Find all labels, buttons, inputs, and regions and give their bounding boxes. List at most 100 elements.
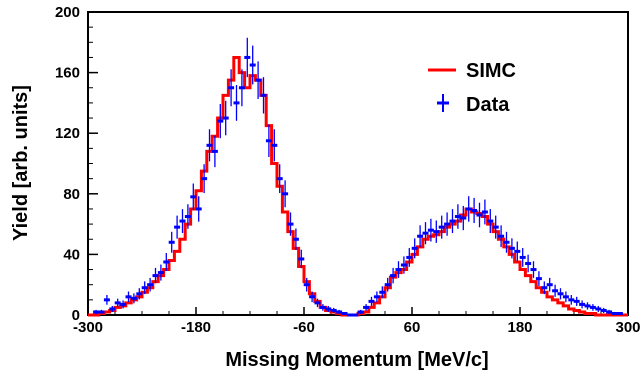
data-point — [98, 309, 105, 315]
data-point — [195, 196, 202, 222]
data-point — [584, 302, 591, 310]
data-point — [114, 298, 121, 308]
y-tick-label: 120 — [55, 125, 80, 142]
legend-simc-label: SIMC — [466, 60, 516, 82]
data-point — [503, 231, 510, 253]
data-point — [530, 261, 537, 278]
data-point — [319, 304, 326, 311]
data-point — [460, 205, 467, 231]
data-point — [244, 37, 251, 78]
x-tick-label: 60 — [404, 319, 421, 336]
data-point — [109, 305, 116, 312]
data-point — [400, 256, 407, 274]
data-point — [616, 311, 623, 315]
data-point — [260, 77, 267, 114]
data-point — [309, 291, 316, 303]
data-point — [589, 304, 596, 311]
data-point — [498, 225, 505, 248]
data-point — [303, 277, 310, 292]
data-point — [206, 129, 213, 162]
data-point — [179, 209, 186, 234]
legend: SIMC Data — [428, 60, 516, 116]
data-point — [330, 307, 337, 314]
data-point — [465, 196, 472, 222]
data-point — [325, 305, 332, 312]
data-point — [390, 267, 397, 284]
x-tick-label: 180 — [507, 319, 532, 336]
data-point — [514, 241, 521, 262]
data-point — [341, 311, 348, 315]
data-point — [292, 228, 299, 251]
data-point — [368, 296, 375, 306]
data-point — [492, 215, 499, 239]
data-point — [314, 298, 321, 308]
data-point — [406, 248, 413, 267]
data-point — [384, 277, 391, 292]
data-point — [487, 209, 494, 234]
data-point — [525, 254, 532, 273]
data-point — [395, 261, 402, 278]
data-point — [352, 313, 359, 317]
data-point — [211, 135, 218, 168]
data-point — [157, 264, 164, 281]
data-point — [265, 124, 272, 157]
y-tick-label: 40 — [63, 246, 80, 263]
data-point — [282, 180, 289, 208]
data-point — [141, 281, 148, 295]
data-point — [271, 129, 278, 162]
data-points — [93, 37, 623, 317]
data-point — [174, 215, 181, 239]
data-point — [147, 277, 154, 292]
data-point — [357, 309, 364, 315]
x-axis-title: Missing Momentum [MeV/c] — [225, 349, 488, 371]
data-point — [249, 45, 256, 85]
data-point — [579, 300, 586, 309]
data-point — [568, 295, 575, 305]
y-tick-label: 200 — [55, 4, 80, 21]
data-point — [238, 69, 245, 107]
data-point — [163, 253, 170, 271]
data-point — [373, 291, 380, 303]
data-point — [573, 296, 580, 306]
data-point — [346, 313, 353, 317]
data-point — [476, 202, 483, 228]
data-point — [336, 309, 343, 315]
legend-data-swatch — [437, 94, 449, 112]
data-point — [201, 164, 208, 194]
y-tick-label: 0 — [72, 307, 80, 324]
data-point — [152, 267, 159, 284]
data-point — [233, 85, 240, 121]
legend-data-label: Data — [466, 94, 510, 116]
data-point — [444, 212, 451, 236]
data-point — [508, 238, 515, 259]
data-point — [449, 209, 456, 234]
data-point — [600, 307, 607, 314]
simc-histogram-line — [88, 55, 628, 317]
data-point — [222, 100, 229, 136]
data-point — [433, 220, 440, 243]
y-tick-label: 80 — [63, 186, 80, 203]
data-point — [562, 291, 569, 303]
data-point — [136, 288, 143, 300]
data-point — [427, 218, 434, 242]
data-point — [217, 103, 224, 139]
data-point — [606, 309, 613, 315]
data-point — [379, 286, 386, 299]
data-point — [454, 204, 461, 229]
data-point — [552, 284, 559, 297]
data-point — [190, 183, 197, 211]
data-point — [438, 215, 445, 239]
data-point — [363, 304, 370, 311]
y-axis-title: Yield [arb. units] — [10, 85, 32, 241]
x-tick-label: -60 — [293, 319, 315, 336]
data-point — [298, 249, 305, 269]
data-point — [276, 164, 283, 194]
data-point — [535, 271, 542, 287]
data-point — [519, 248, 526, 267]
data-point — [255, 61, 262, 99]
data-point — [611, 311, 618, 315]
data-point — [417, 225, 424, 248]
data-point — [125, 291, 132, 303]
data-point — [411, 238, 418, 259]
